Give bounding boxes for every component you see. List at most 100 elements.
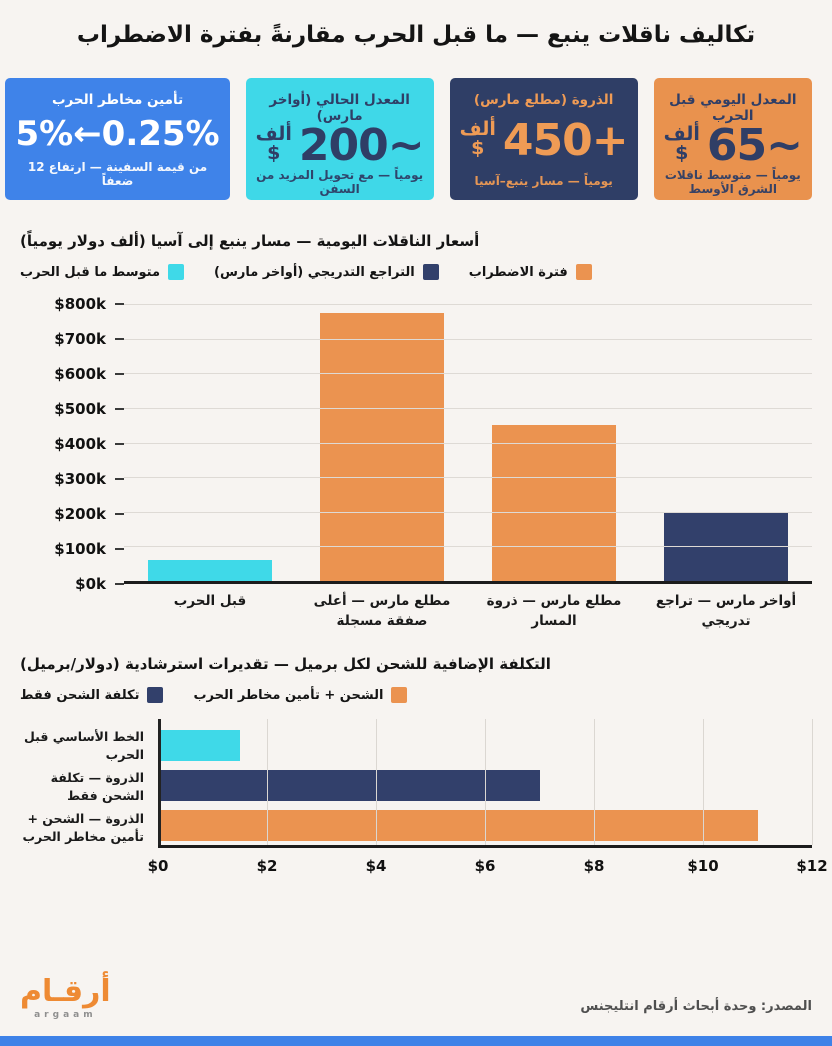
page-title: تكاليف ناقلات ينبع — ما قبل الحرب مقارنة…: [76, 22, 756, 48]
x-tick-label: $2: [256, 857, 278, 876]
stat-card-peak-rate: الذروة (مطلع مارس) +450 ألف $ يومياً — م…: [449, 78, 638, 200]
card-title: المعدل الحالي (أواخر مارس): [269, 92, 410, 124]
y-tick-label: $800k: [54, 295, 106, 313]
per-barrel-bars: [158, 725, 812, 845]
x-category-text: أواخر مارس — تراجع تدريجي: [655, 593, 797, 629]
gridline: [124, 511, 812, 513]
card-subtitle: يومياً — متوسط ناقلات الشرق الأوسط: [664, 168, 801, 196]
legend-swatch-icon: [168, 264, 184, 280]
y-tick-mark: [115, 443, 124, 445]
bar-slot: [468, 304, 640, 581]
y-tick-label: $700k: [54, 330, 106, 348]
daily-rates-x-cells: قبل الحرب مطلع مارس — أعلى صفقة مسجلة مطلع…: [124, 592, 812, 631]
bar-early-march-highest-deal: [320, 312, 444, 581]
y-tick-mark: [115, 338, 124, 340]
bar-early-march-route-peak: [492, 425, 616, 581]
card-value-row: ~65 ألف $: [663, 120, 803, 171]
x-category-text: مطلع مارس — ذروة المسار: [486, 593, 622, 629]
daily-rates-y-axis: $0k $100k $200k $300k $400k $500k $600k $700k $8…: [20, 295, 124, 593]
legend-item: الشحن + تأمين مخاطر الحرب: [193, 685, 408, 705]
row-category-cell: الخط الأساسي قبل الحرب: [20, 725, 158, 766]
gridline: [124, 338, 812, 340]
gridline: [158, 719, 161, 846]
bar-peak-freight-plus-insurance: [158, 809, 758, 841]
y-tick-mark: [115, 548, 124, 550]
card-value-row: ~200 ألف $: [255, 120, 425, 171]
argaam-logo: أرقـام argaam: [20, 977, 111, 1021]
y-tick-mark: [115, 478, 124, 480]
gridline: [267, 719, 268, 846]
card-value: +450: [502, 115, 629, 166]
legend-item: فترة الاضطراب: [469, 262, 592, 282]
x-category-label: مطلع مارس — أعلى صفقة مسجلة: [296, 592, 468, 631]
card-value-row: +450 ألف $: [459, 115, 629, 166]
bar-pre-war: [148, 560, 272, 581]
legend-swatch-icon: [147, 687, 164, 704]
y-tick-label: $600k: [54, 365, 106, 383]
x-tick-label: $4: [365, 857, 387, 876]
per-barrel-x-ticks: $0 $2 $4 $6 $8 $10 $12: [148, 848, 828, 882]
card-title: الذروة (مطلع مارس): [473, 92, 614, 108]
x-tick-label: $8: [583, 857, 605, 876]
y-tick-mark: [115, 583, 124, 585]
card-title: المعدل اليومي قبل الحرب: [669, 92, 797, 124]
per-barrel-chart: الخط الأساسي قبل الحرب الذروة — تكلفة الش…: [20, 719, 813, 849]
daily-rates-chart-title: أسعار الناقلات اليومية — مسار ينبع إلى آ…: [20, 232, 480, 250]
per-barrel-chart-title: التكلفة الإضافية للشحن لكل برميل — تقدير…: [20, 655, 551, 674]
y-tick-label: $0k: [75, 575, 106, 593]
x-category-text: قبل الحرب: [173, 593, 247, 609]
y-tick-label: $300k: [54, 470, 106, 488]
card-unit: ألف $: [255, 123, 292, 164]
bar-slot: [124, 304, 296, 581]
card-value: ~65: [706, 120, 803, 171]
row-category-cell: الذروة — الشحن + تأمين مخاطر الحرب: [20, 807, 158, 848]
legend-item: تكلفة الشحن فقط: [20, 685, 164, 705]
per-barrel-row-labels: الخط الأساسي قبل الحرب الذروة — تكلفة الش…: [20, 725, 158, 848]
bar-row: [158, 805, 812, 845]
legend-label: التراجع التدريجي (أواخر مارس): [214, 264, 415, 280]
card-unit: ألف $: [663, 123, 700, 164]
gridline: [124, 373, 812, 375]
x-tick-label: $6: [474, 857, 496, 876]
gridline: [594, 719, 595, 846]
y-tick-mark: [115, 303, 124, 305]
legend-label: تكلفة الشحن فقط: [20, 687, 140, 703]
gridline: [376, 719, 377, 846]
card-value: ~200: [298, 120, 425, 171]
bar-row: [158, 725, 812, 765]
x-tick-label: $10: [687, 857, 719, 876]
source-text: المصدر: وحدة أبحاث أرقام انتليجنس: [580, 999, 812, 1014]
y-tick-label: $500k: [54, 400, 106, 418]
card-subtitle: من قيمة السفينة — ارتفاع 12 ضعفاً: [27, 160, 208, 188]
per-barrel-plot: [158, 719, 813, 849]
gridline: [124, 304, 812, 305]
gridline: [703, 719, 704, 846]
stat-card-war-risk-insurance: تأمين مخاطر الحرب 5%←0.25% من قيمة السفي…: [5, 78, 230, 200]
y-tick-mark: [115, 408, 124, 410]
gridline: [124, 546, 812, 548]
daily-rates-chart: $0k $100k $200k $300k $400k $500k $600k $700k $8…: [20, 295, 812, 593]
legend-swatch-icon: [575, 264, 592, 280]
daily-rates-legend: فترة الاضطراب التراجع التدريجي (أواخر مار…: [20, 262, 812, 282]
axis-spacer: [20, 848, 158, 882]
legend-swatch-icon: [422, 264, 439, 280]
card-unit: ألف $: [459, 118, 496, 159]
bar-slot: [296, 304, 468, 581]
daily-rates-x-labels: قبل الحرب مطلع مارس — أعلى صفقة مسجلة مطلع…: [20, 592, 812, 631]
legend-label: فترة الاضطراب: [468, 264, 568, 280]
card-subtitle: يومياً — مسار ينبع–آسيا: [474, 174, 613, 188]
daily-rates-bars: [124, 304, 812, 581]
card-subtitle: يومياً — مع تحويل المزيد من السفن: [256, 168, 424, 196]
bottom-accent-bar: [0, 1036, 832, 1046]
gridline: [124, 407, 812, 409]
per-barrel-legend: الشحن + تأمين مخاطر الحرب تكلفة الشحن فقط: [20, 685, 812, 705]
x-tick-label: $12: [796, 857, 828, 876]
stat-card-prewar-daily-rate: المعدل اليومي قبل الحرب ~65 ألف $ يومياً…: [653, 78, 812, 200]
row-category-label: الخط الأساسي قبل الحرب: [23, 729, 144, 762]
argaam-logo-latin: argaam: [34, 1010, 97, 1020]
bar-row: [158, 765, 812, 805]
stat-card-current-rate: المعدل الحالي (أواخر مارس) ~200 ألف $ يو…: [245, 78, 434, 200]
card-title: تأمين مخاطر الحرب: [51, 92, 184, 108]
row-category-cell: الذروة — تكلفة الشحن فقط: [20, 766, 158, 807]
daily-rates-plot: [124, 304, 812, 584]
